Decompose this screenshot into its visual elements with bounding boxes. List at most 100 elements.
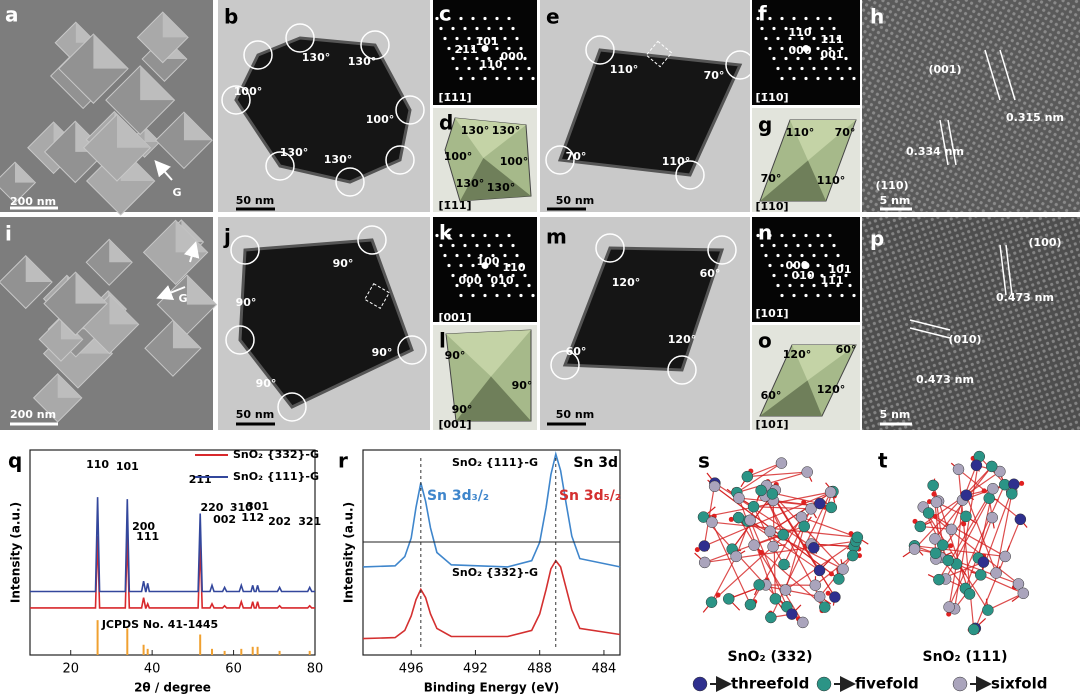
diffraction-spot xyxy=(800,36,804,41)
panel-label: s xyxy=(698,449,710,473)
panel-label: o xyxy=(758,329,772,353)
annotation: 130° xyxy=(461,124,489,137)
diffraction-spot xyxy=(768,263,772,268)
tin-atom xyxy=(960,489,973,501)
plot-frame xyxy=(362,449,621,656)
x-tick-label: 60 xyxy=(225,662,242,677)
diffraction-spot xyxy=(852,76,856,81)
arrow xyxy=(156,285,186,300)
angle-arc xyxy=(230,235,260,265)
bond xyxy=(766,485,836,598)
panel-label: q xyxy=(8,449,22,473)
tin-atom xyxy=(801,466,813,478)
crystal-face xyxy=(120,146,155,181)
annotation: 100° xyxy=(234,85,262,98)
diffraction-spot xyxy=(507,46,511,51)
legend-label: threefold xyxy=(731,675,809,693)
diffraction-spot xyxy=(836,253,840,258)
diffraction-spot xyxy=(483,233,487,238)
diffraction-spot xyxy=(768,46,772,51)
selected-area xyxy=(364,283,390,309)
angle-arc xyxy=(265,151,295,181)
annotation: 111 xyxy=(821,33,844,46)
crystal-face xyxy=(140,65,175,101)
diffraction-spot xyxy=(503,36,507,41)
angle-arc xyxy=(225,325,255,355)
tin-atom xyxy=(798,520,810,533)
diffraction-spot xyxy=(756,233,760,238)
annotation: 120° xyxy=(817,383,845,396)
diffraction-spot xyxy=(840,76,844,81)
angle-arc xyxy=(707,235,737,265)
diffraction-spot xyxy=(760,26,764,31)
diffraction-spot xyxy=(463,26,467,31)
diffraction-spot xyxy=(828,293,832,298)
diffraction-spot xyxy=(467,283,471,288)
diffraction-spot xyxy=(820,56,824,61)
tin-atom xyxy=(829,591,841,603)
annotation: 5 nm xyxy=(880,194,911,207)
diffraction-spot xyxy=(844,56,848,61)
tin-atom xyxy=(706,516,718,528)
lattice-fringe xyxy=(939,119,949,166)
diffraction-spot xyxy=(447,46,451,51)
model-facet xyxy=(760,160,826,201)
annotation: 110° xyxy=(610,63,638,76)
oxygen xyxy=(926,499,932,505)
diffraction-spot xyxy=(519,46,523,51)
annotation: 110° xyxy=(662,155,690,168)
x-tick-label: 488 xyxy=(527,662,552,677)
annotation: Sn 3d₃/₂ xyxy=(427,488,489,504)
diffraction-spot xyxy=(451,243,455,248)
annotation: (010) xyxy=(948,333,981,346)
annotation: 5 nm xyxy=(880,408,911,421)
diffraction-spot xyxy=(507,76,511,81)
peak-label: 101 xyxy=(116,460,139,473)
diffraction-spot xyxy=(447,16,451,21)
annotation: 0.334 nm xyxy=(906,145,964,158)
diffraction-spot xyxy=(463,56,467,61)
diffraction-spot xyxy=(802,45,810,52)
crystal-face xyxy=(75,272,107,304)
tin-atom xyxy=(851,531,864,544)
structure-caption: SnO₂ (111) xyxy=(923,649,1008,665)
tin-atom xyxy=(943,601,955,613)
panel-label: k xyxy=(439,221,453,245)
tin-atom xyxy=(945,523,958,536)
diffraction-spot xyxy=(527,66,531,71)
bond xyxy=(747,471,808,478)
diffraction-spot xyxy=(479,253,483,258)
oxygen xyxy=(758,549,764,555)
panel-label: r xyxy=(338,449,348,473)
diffraction-spot xyxy=(475,273,479,278)
diffraction-spot xyxy=(519,76,523,81)
angle-arc xyxy=(360,30,390,60)
diffraction-spot xyxy=(792,76,796,81)
annotation: 60° xyxy=(566,345,587,358)
bond xyxy=(703,491,831,518)
peak-label: 200 xyxy=(132,520,155,533)
diffraction-spot xyxy=(776,283,780,288)
diffraction-spot xyxy=(796,56,800,61)
legend-label: fivefold xyxy=(855,675,919,693)
diffraction-spot xyxy=(507,263,511,268)
diffraction-spot xyxy=(792,46,796,51)
panel-label: h xyxy=(870,5,884,29)
annotation: 211 xyxy=(455,43,478,56)
diffraction-spot xyxy=(523,273,527,278)
crystal-face xyxy=(186,275,217,305)
diffraction-spot xyxy=(820,273,824,278)
annotation: 130° xyxy=(492,124,520,137)
diffraction-spot xyxy=(816,263,820,268)
diffraction-spot xyxy=(481,262,489,269)
tin-atom xyxy=(824,486,837,498)
diffraction-spot xyxy=(443,253,447,258)
diffraction-spot xyxy=(764,36,768,41)
peak-label: 301 xyxy=(246,500,269,513)
tin-atom xyxy=(766,488,779,500)
diffraction-spot xyxy=(836,66,840,71)
oxygen xyxy=(715,592,721,598)
angle-arc xyxy=(243,40,273,70)
crystal-face xyxy=(93,34,129,69)
tin-atom xyxy=(813,564,826,577)
